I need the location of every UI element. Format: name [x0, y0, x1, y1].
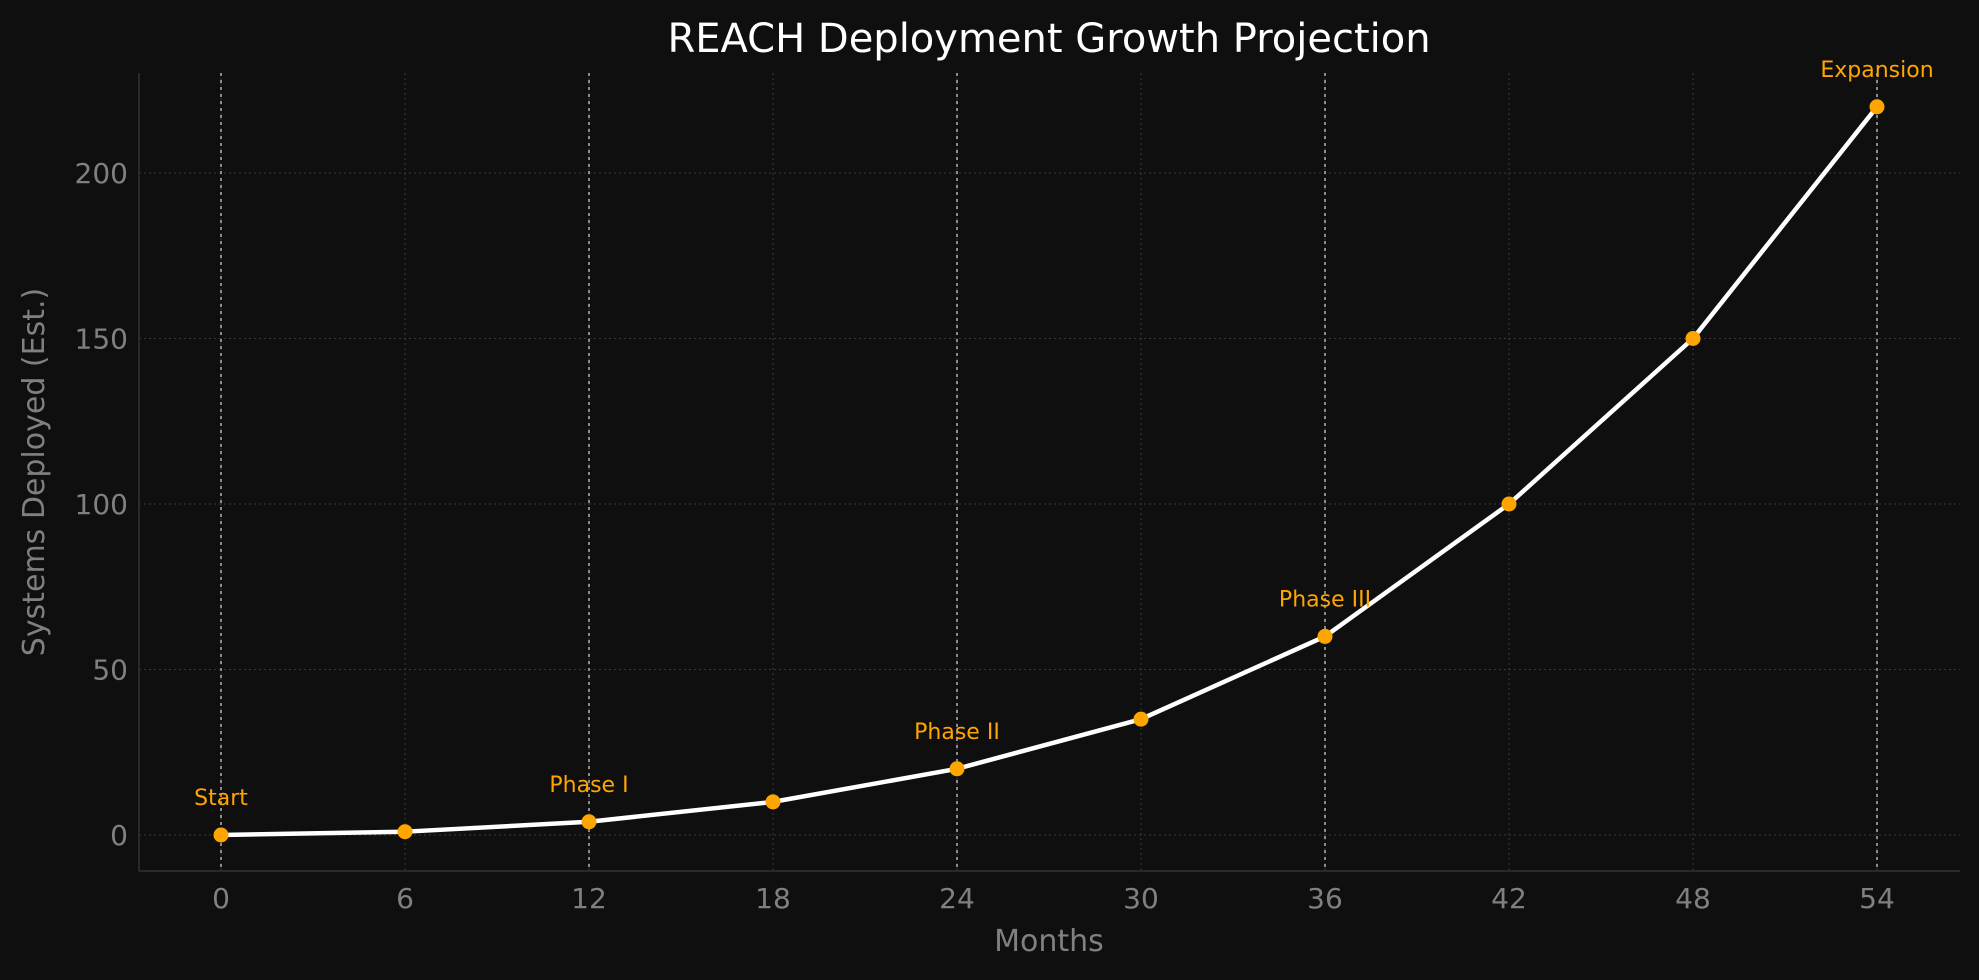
x-tick-label: 12 [571, 882, 607, 915]
data-point [1133, 711, 1149, 727]
data-point [213, 827, 229, 843]
milestone-label: Phase I [549, 773, 628, 798]
milestone-label: Phase II [914, 720, 1000, 745]
x-axis-label: Months [994, 924, 1104, 959]
data-point [949, 761, 965, 777]
x-tick-label: 6 [396, 882, 414, 915]
data-point [1501, 496, 1517, 512]
data-point [581, 814, 597, 830]
milestone-label: Phase III [1279, 587, 1371, 612]
x-tick-label: 18 [755, 882, 791, 915]
data-point [1317, 628, 1333, 644]
x-tick-label: 24 [939, 882, 975, 915]
data-point [1685, 331, 1701, 346]
x-tick-label: 54 [1859, 882, 1895, 915]
annotations: Start Phase I Phase II Phase III Expansion [194, 58, 1934, 811]
x-tick-label: 42 [1491, 882, 1527, 915]
x-tick-label: 30 [1123, 882, 1159, 915]
data-point [397, 824, 413, 840]
data-point [765, 794, 781, 810]
series-line [220, 105, 1879, 838]
milestone-label: Start [194, 786, 248, 811]
x-tick-label: 36 [1307, 882, 1343, 915]
y-axis-label: Systems Deployed (Est.) [17, 288, 52, 656]
x-tick-label: 0 [212, 882, 230, 915]
y-tick-label: 200 [75, 157, 128, 190]
axes: 0 6 12 18 24 30 36 42 48 54 0 50 100 150 200 [75, 73, 1960, 915]
data-point [1869, 99, 1885, 115]
series [213, 99, 1885, 843]
x-tick-label: 48 [1675, 882, 1711, 915]
chart-title: REACH Deployment Growth Projection [667, 16, 1430, 62]
y-tick-label: 0 [110, 819, 128, 852]
y-tick-label: 100 [75, 488, 128, 521]
y-tick-label: 50 [92, 654, 128, 687]
milestone-lines [220, 73, 1878, 871]
y-tick-label: 150 [75, 323, 128, 356]
milestone-label: Expansion [1820, 58, 1933, 83]
